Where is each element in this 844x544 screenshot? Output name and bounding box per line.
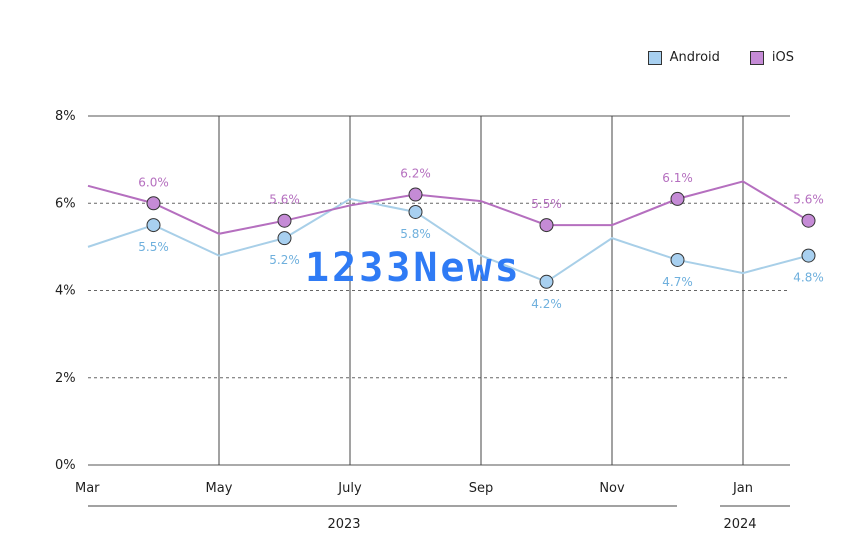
year-label: 2024 (723, 517, 756, 532)
data-label-android: 4.2% (531, 297, 562, 311)
legend-label-ios: iOS (771, 50, 794, 65)
x-tick-label: July (337, 481, 362, 496)
data-label-ios: 6.1% (662, 171, 693, 185)
data-point-android (670, 252, 685, 267)
series-line-ios (87, 180, 810, 235)
data-label-ios: 6.0% (138, 175, 169, 189)
data-label-ios: 5.5% (531, 197, 562, 211)
legend-item-android: Android (647, 50, 720, 65)
data-label-android: 5.8% (400, 227, 431, 241)
legend: Android iOS (647, 50, 794, 65)
series-line-android (87, 197, 809, 283)
data-label-android: 4.7% (662, 275, 693, 289)
year-label: 2023 (327, 517, 360, 532)
legend-swatch-ios (749, 50, 764, 65)
legend-item-ios: iOS (749, 50, 794, 65)
x-tick-label: Jan (732, 481, 753, 496)
data-point-ios (146, 196, 161, 211)
y-tick-label: 2% (55, 371, 76, 386)
y-tick-label: 6% (55, 196, 76, 211)
x-tick-label: May (206, 481, 233, 496)
y-tick-label: 4% (55, 284, 76, 299)
legend-label-android: Android (669, 50, 720, 65)
data-point-ios (801, 213, 816, 228)
data-label-ios: 6.2% (400, 167, 431, 181)
y-tick-label: 8% (55, 109, 76, 124)
data-point-ios (277, 213, 292, 228)
data-point-android (539, 274, 554, 289)
data-label-ios: 5.6% (793, 193, 824, 207)
data-point-android (801, 248, 816, 263)
x-tick-label: Sep (469, 481, 494, 496)
data-label-android: 4.8% (793, 271, 824, 285)
y-tick-label: 0% (55, 458, 76, 473)
x-tick-label: Nov (599, 481, 625, 496)
data-point-android (277, 231, 292, 246)
watermark-text: 1233News (305, 245, 522, 291)
data-label-android: 5.5% (138, 240, 169, 254)
data-point-ios (408, 187, 423, 202)
x-tick-label: Mar (75, 481, 100, 496)
data-label-ios: 5.6% (269, 193, 300, 207)
data-point-ios (670, 191, 685, 206)
data-point-android (146, 218, 161, 233)
data-point-android (408, 204, 423, 219)
data-point-ios (539, 218, 554, 233)
legend-swatch-android (647, 50, 662, 65)
data-label-android: 5.2% (269, 253, 300, 267)
